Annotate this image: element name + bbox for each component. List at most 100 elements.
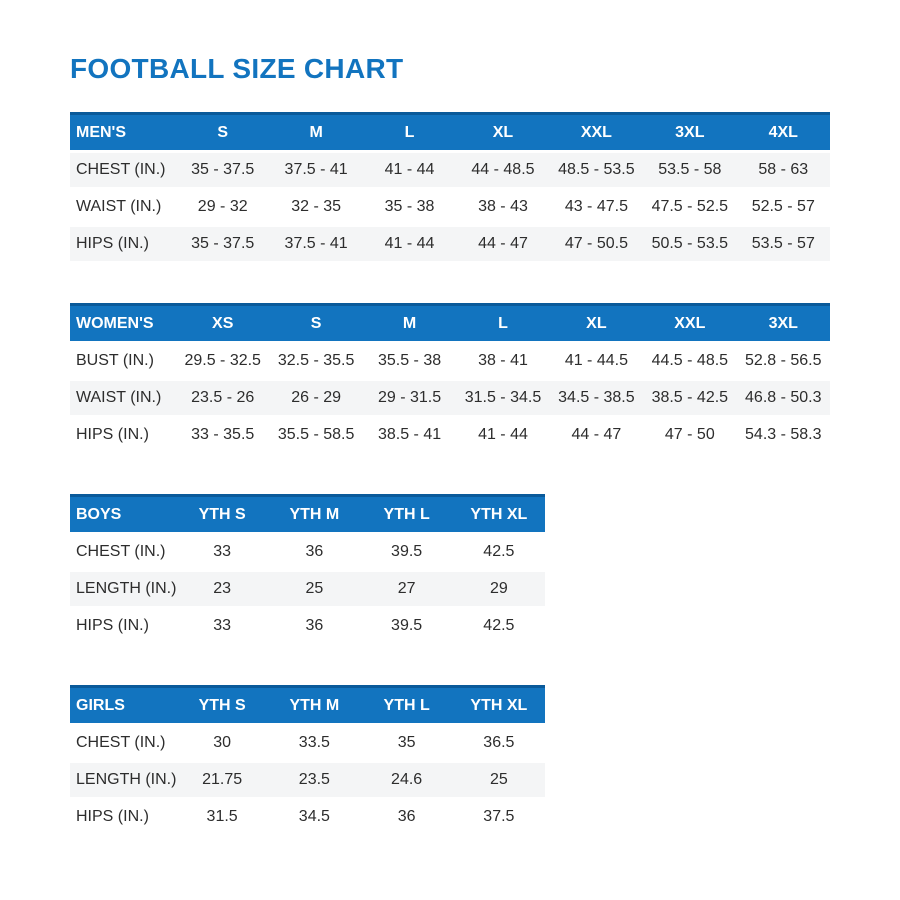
measurement-value: 47 - 50.5 <box>549 224 644 264</box>
measurement-value: 43 - 47.5 <box>549 187 644 227</box>
size-table-section-womens: WOMEN'S XS S M L XL XXL 3XL BUST (IN.) 29.5 - 32.… <box>70 303 830 455</box>
size-column-header: XL <box>456 112 550 152</box>
size-column-header: 3XL <box>736 303 830 343</box>
measurement-value: 38.5 - 42.5 <box>643 378 737 418</box>
measurement-label: BUST (IN.) <box>70 341 176 381</box>
size-column-header: 3XL <box>643 112 737 152</box>
measurement-value: 35.5 - 38 <box>362 341 457 381</box>
measurement-label: LENGTH (IN.) <box>70 569 176 609</box>
measurement-value: 35 - 37.5 <box>176 224 270 264</box>
header-row: WOMEN'S XS S M L XL XXL 3XL <box>70 303 830 343</box>
measurement-value: 46.8 - 50.3 <box>736 378 830 418</box>
size-column-header: YTH S <box>176 494 269 534</box>
measurement-row: HIPS (IN.) 33 36 39.5 42.5 <box>70 606 545 646</box>
measurement-value: 31.5 <box>176 797 269 837</box>
measurement-label: HIPS (IN.) <box>70 606 176 646</box>
measurement-value: 24.6 <box>360 760 453 800</box>
measurement-value: 38.5 - 41 <box>362 415 457 455</box>
measurement-value: 32.5 - 35.5 <box>269 341 363 381</box>
measurement-value: 33.5 <box>268 723 361 763</box>
measurement-value: 29.5 - 32.5 <box>176 341 270 381</box>
size-column-header: L <box>362 112 457 152</box>
measurement-value: 52.8 - 56.5 <box>736 341 830 381</box>
measurement-value: 31.5 - 34.5 <box>456 378 550 418</box>
size-column-header: XXL <box>643 303 737 343</box>
table-title: WOMEN'S <box>70 303 176 343</box>
measurement-value: 37.5 - 41 <box>269 150 363 190</box>
measurement-label: HIPS (IN.) <box>70 797 176 837</box>
header-row: BOYS YTH S YTH M YTH L YTH XL <box>70 494 545 534</box>
size-column-header: 4XL <box>736 112 830 152</box>
measurement-label: CHEST (IN.) <box>70 723 176 763</box>
size-table-section-girls: GIRLS YTH S YTH M YTH L YTH XL CHEST (IN.) 30 3… <box>70 685 830 837</box>
measurement-value: 33 - 35.5 <box>176 415 270 455</box>
measurement-value: 47.5 - 52.5 <box>643 187 737 227</box>
size-column-header: XL <box>549 303 644 343</box>
header-row: GIRLS YTH S YTH M YTH L YTH XL <box>70 685 545 725</box>
size-column-header: YTH S <box>176 685 269 725</box>
measurement-value: 35 <box>360 723 453 763</box>
measurement-value: 29 <box>452 569 545 609</box>
mens-size-table: MEN'S S M L XL XXL 3XL 4XL CHEST (IN.) 35 - 37.5 3… <box>70 112 830 264</box>
measurement-label: HIPS (IN.) <box>70 415 176 455</box>
size-table-section-boys: BOYS YTH S YTH M YTH L YTH XL CHEST (IN.) 33 36… <box>70 494 830 646</box>
measurement-value: 41 - 44 <box>456 415 550 455</box>
size-column-header: M <box>269 112 363 152</box>
measurement-value: 54.3 - 58.3 <box>736 415 830 455</box>
measurement-value: 38 - 41 <box>456 341 550 381</box>
measurement-value: 35.5 - 58.5 <box>269 415 363 455</box>
measurement-row: HIPS (IN.) 33 - 35.5 35.5 - 58.5 38.5 - 41 4… <box>70 415 830 455</box>
measurement-value: 41 - 44.5 <box>549 341 644 381</box>
measurement-value: 39.5 <box>360 606 453 646</box>
measurement-row: HIPS (IN.) 35 - 37.5 37.5 - 41 41 - 44 44 - … <box>70 224 830 264</box>
size-column-header: L <box>456 303 550 343</box>
measurement-value: 27 <box>360 569 453 609</box>
measurement-row: WAIST (IN.) 29 - 32 32 - 35 35 - 38 38 - 43 4… <box>70 187 830 227</box>
measurement-value: 36.5 <box>452 723 545 763</box>
measurement-label: HIPS (IN.) <box>70 224 176 264</box>
measurement-row: CHEST (IN.) 30 33.5 35 36.5 <box>70 723 545 763</box>
size-column-header: YTH XL <box>452 685 545 725</box>
measurement-value: 41 - 44 <box>362 150 457 190</box>
size-column-header: M <box>362 303 457 343</box>
measurement-value: 36 <box>268 532 361 572</box>
measurement-value: 35 - 38 <box>362 187 457 227</box>
measurement-row: BUST (IN.) 29.5 - 32.5 32.5 - 35.5 35.5 - 3… <box>70 341 830 381</box>
measurement-value: 34.5 - 38.5 <box>549 378 644 418</box>
measurement-value: 42.5 <box>452 606 545 646</box>
size-column-header: S <box>176 112 270 152</box>
measurement-value: 44 - 47 <box>549 415 644 455</box>
measurement-value: 23 <box>176 569 269 609</box>
measurement-value: 32 - 35 <box>269 187 363 227</box>
measurement-value: 53.5 - 57 <box>736 224 830 264</box>
measurement-value: 37.5 - 41 <box>269 224 363 264</box>
measurement-label: WAIST (IN.) <box>70 187 176 227</box>
girls-size-table: GIRLS YTH S YTH M YTH L YTH XL CHEST (IN.) 30 3… <box>70 685 545 837</box>
measurement-label: CHEST (IN.) <box>70 532 176 572</box>
table-title: BOYS <box>70 494 176 534</box>
measurement-value: 52.5 - 57 <box>736 187 830 227</box>
measurement-row: CHEST (IN.) 35 - 37.5 37.5 - 41 41 - 44 44 -… <box>70 150 830 190</box>
measurement-value: 36 <box>268 606 361 646</box>
size-column-header: YTH M <box>268 685 361 725</box>
measurement-row: HIPS (IN.) 31.5 34.5 36 37.5 <box>70 797 545 837</box>
measurement-row: LENGTH (IN.) 21.75 23.5 24.6 25 <box>70 760 545 800</box>
measurement-row: CHEST (IN.) 33 36 39.5 42.5 <box>70 532 545 572</box>
measurement-value: 44 - 48.5 <box>456 150 550 190</box>
boys-size-table: BOYS YTH S YTH M YTH L YTH XL CHEST (IN.) 33 36… <box>70 494 545 646</box>
size-column-header: YTH XL <box>452 494 545 534</box>
measurement-value: 26 - 29 <box>269 378 363 418</box>
measurement-value: 34.5 <box>268 797 361 837</box>
size-column-header: XXL <box>549 112 644 152</box>
measurement-value: 58 - 63 <box>736 150 830 190</box>
measurement-label: LENGTH (IN.) <box>70 760 176 800</box>
measurement-value: 30 <box>176 723 269 763</box>
measurement-value: 42.5 <box>452 532 545 572</box>
measurement-value: 44 - 47 <box>456 224 550 264</box>
table-title: GIRLS <box>70 685 176 725</box>
size-column-header: YTH M <box>268 494 361 534</box>
measurement-value: 35 - 37.5 <box>176 150 270 190</box>
measurement-value: 38 - 43 <box>456 187 550 227</box>
size-column-header: YTH L <box>360 685 453 725</box>
